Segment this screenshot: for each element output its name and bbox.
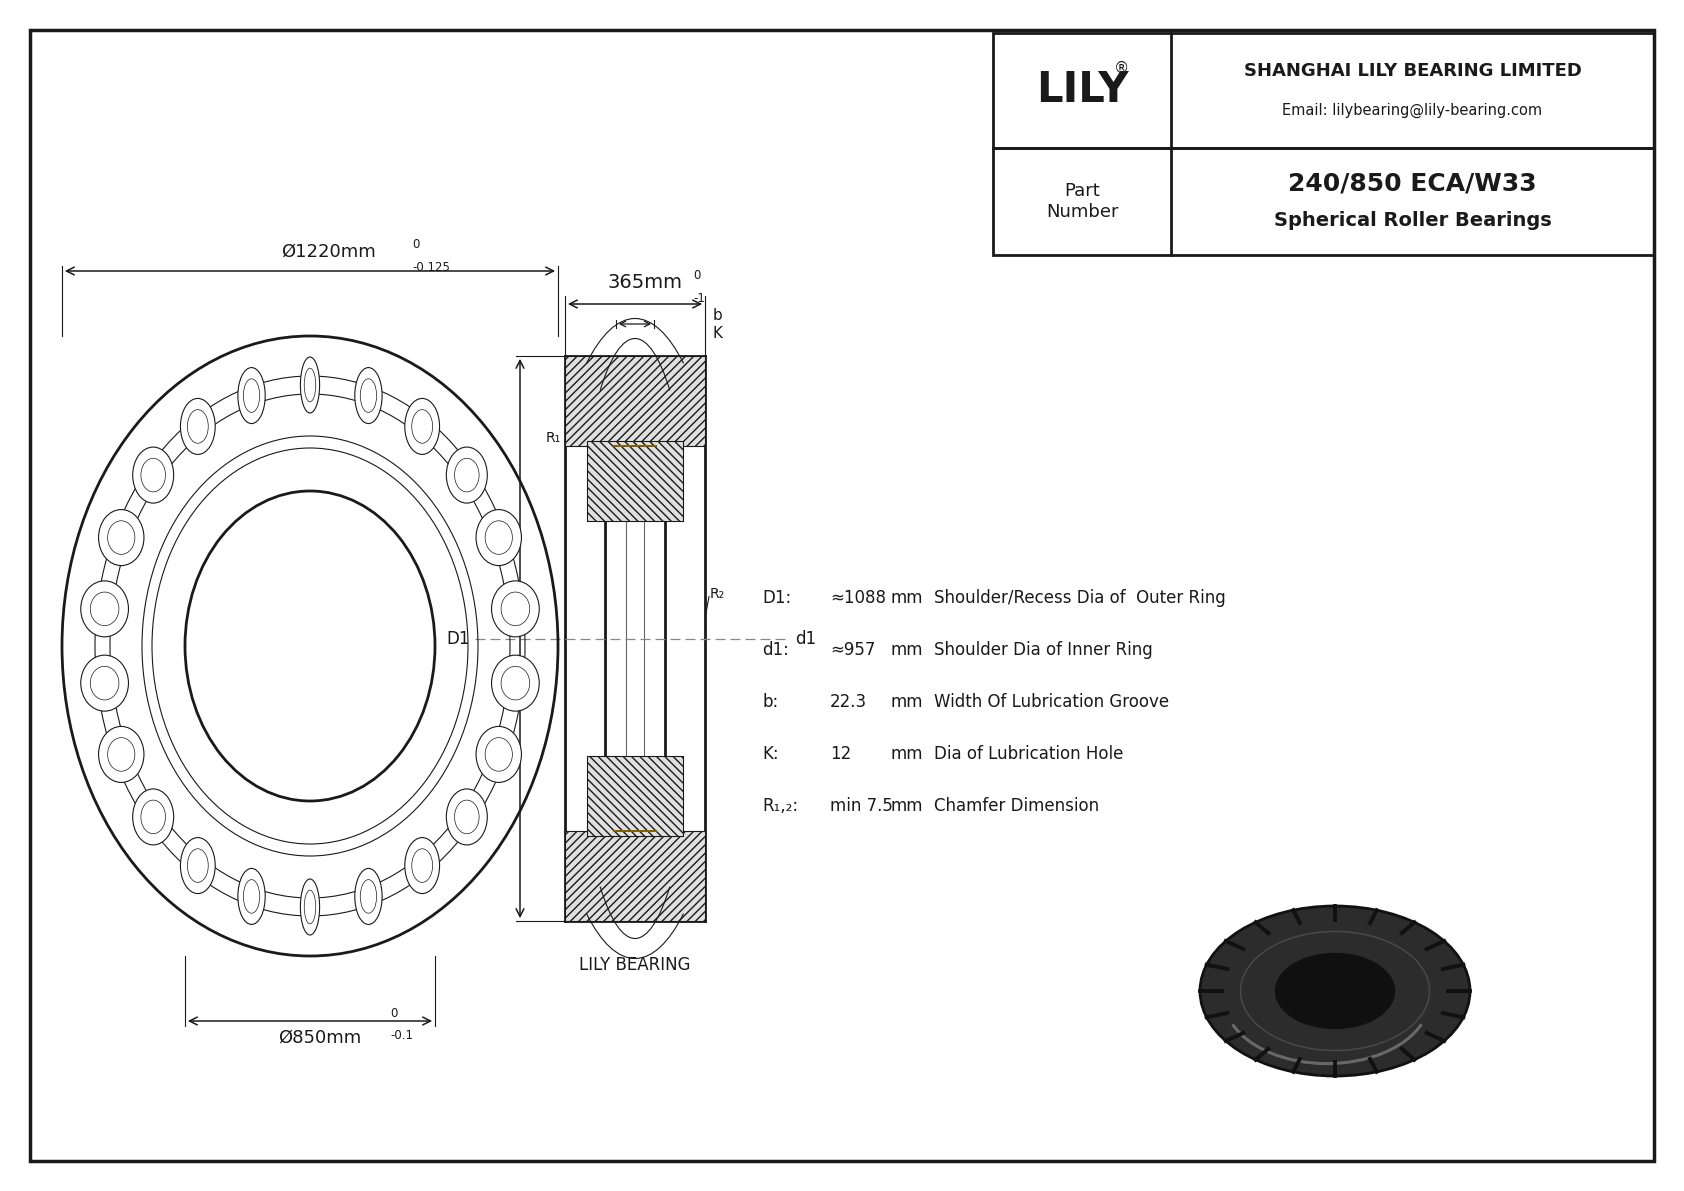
Ellipse shape: [237, 368, 264, 424]
Text: Chamfer Dimension: Chamfer Dimension: [935, 797, 1100, 815]
Text: mm: mm: [891, 693, 923, 711]
Text: ®: ®: [1115, 61, 1130, 76]
Ellipse shape: [99, 510, 143, 566]
Ellipse shape: [355, 368, 382, 424]
Text: 365mm: 365mm: [608, 273, 682, 292]
Ellipse shape: [1275, 954, 1394, 1028]
Text: ≈1088: ≈1088: [830, 590, 886, 607]
Text: mm: mm: [891, 641, 923, 659]
Text: -1: -1: [694, 292, 706, 305]
Ellipse shape: [180, 837, 216, 893]
Text: D1:: D1:: [761, 590, 791, 607]
Ellipse shape: [300, 357, 320, 413]
Text: 240/850 ECA/W33: 240/850 ECA/W33: [1288, 172, 1537, 195]
Text: min 7.5: min 7.5: [830, 797, 893, 815]
Text: Shoulder/Recess Dia of  Outer Ring: Shoulder/Recess Dia of Outer Ring: [935, 590, 1226, 607]
Ellipse shape: [133, 447, 173, 503]
Ellipse shape: [300, 879, 320, 935]
Bar: [588, 756, 684, 836]
Ellipse shape: [446, 447, 487, 503]
Ellipse shape: [99, 727, 143, 782]
Text: Ø1220mm: Ø1220mm: [281, 243, 376, 261]
Bar: [566, 831, 706, 921]
Text: 12: 12: [830, 746, 850, 763]
Text: 0: 0: [694, 269, 701, 282]
Bar: [994, 148, 1654, 255]
Ellipse shape: [81, 655, 128, 711]
Text: -0.125: -0.125: [413, 261, 450, 274]
Text: 0: 0: [391, 1008, 397, 1019]
Ellipse shape: [477, 510, 522, 566]
Text: d1:: d1:: [761, 641, 788, 659]
Text: ≈957: ≈957: [830, 641, 876, 659]
Text: D1: D1: [446, 630, 470, 648]
Text: R₂: R₂: [711, 586, 726, 600]
Text: LILY: LILY: [1036, 69, 1128, 112]
Text: Spherical Roller Bearings: Spherical Roller Bearings: [1273, 211, 1551, 230]
Text: d1: d1: [795, 630, 817, 648]
Bar: [994, 33, 1654, 148]
Ellipse shape: [492, 655, 539, 711]
Text: Dia of Lubrication Hole: Dia of Lubrication Hole: [935, 746, 1123, 763]
Text: K:: K:: [761, 746, 778, 763]
Bar: [566, 356, 706, 445]
Ellipse shape: [446, 788, 487, 844]
Ellipse shape: [477, 727, 522, 782]
Text: Shoulder Dia of Inner Ring: Shoulder Dia of Inner Ring: [935, 641, 1154, 659]
Text: 22.3: 22.3: [830, 693, 867, 711]
Text: 0: 0: [413, 238, 419, 251]
Text: b:: b:: [761, 693, 778, 711]
Bar: [588, 441, 684, 520]
Bar: [588, 441, 684, 520]
Ellipse shape: [180, 399, 216, 455]
Bar: [588, 756, 684, 836]
Text: -0.1: -0.1: [391, 1029, 413, 1042]
Text: R₁: R₁: [546, 431, 561, 445]
Text: b: b: [712, 308, 722, 324]
Text: mm: mm: [891, 746, 923, 763]
Text: Ø850mm: Ø850mm: [278, 1029, 362, 1047]
Bar: [566, 356, 706, 445]
Ellipse shape: [81, 581, 128, 637]
Ellipse shape: [133, 788, 173, 844]
Text: Part
Number: Part Number: [1046, 182, 1118, 220]
Ellipse shape: [404, 837, 440, 893]
Ellipse shape: [1201, 906, 1470, 1075]
Text: LILY BEARING: LILY BEARING: [579, 956, 690, 974]
Ellipse shape: [355, 868, 382, 924]
Bar: [566, 831, 706, 921]
Text: mm: mm: [891, 797, 923, 815]
Text: Width Of Lubrication Groove: Width Of Lubrication Groove: [935, 693, 1169, 711]
Text: mm: mm: [891, 590, 923, 607]
Ellipse shape: [492, 581, 539, 637]
Ellipse shape: [404, 399, 440, 455]
Text: R₁,₂:: R₁,₂:: [761, 797, 798, 815]
Text: Email: lilybearing@lily-bearing.com: Email: lilybearing@lily-bearing.com: [1283, 102, 1543, 118]
Text: SHANGHAI LILY BEARING LIMITED: SHANGHAI LILY BEARING LIMITED: [1243, 62, 1581, 80]
Ellipse shape: [237, 868, 264, 924]
Text: K: K: [712, 326, 722, 342]
